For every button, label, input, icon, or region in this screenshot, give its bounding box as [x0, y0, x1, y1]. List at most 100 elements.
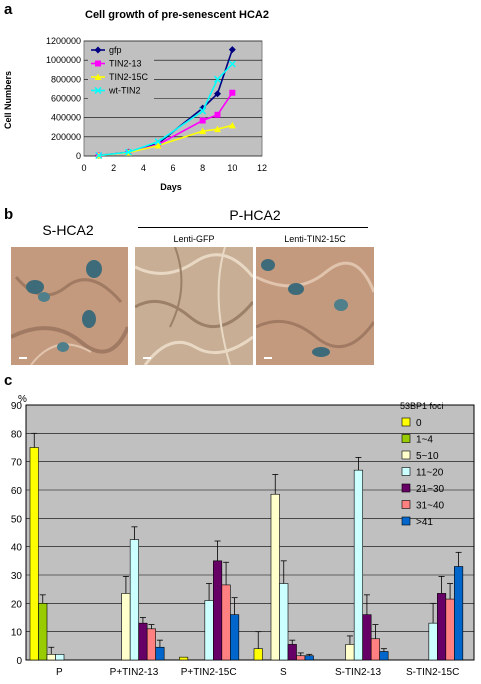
legend-label: gfp [109, 45, 122, 55]
y-tick-label: 20 [11, 599, 23, 610]
label-lenti-tin2-15c: Lenti-TIN2-15C [284, 234, 346, 244]
data-point [95, 60, 101, 67]
legend-label: TIN2-15C [109, 72, 149, 82]
panel-c-letter: c [4, 372, 13, 389]
y-tick-label: 80 [11, 429, 23, 440]
y-tick-label: 0 [76, 151, 81, 161]
y-axis-label: Cell Numbers [3, 71, 13, 129]
y-tick-label: 400000 [51, 113, 81, 123]
y-tick-label: 70 [11, 458, 23, 469]
bar [287, 644, 297, 661]
x-tick-label: 4 [141, 163, 146, 173]
category-label: S [280, 667, 287, 678]
bar [362, 614, 372, 661]
x-tick-label: 6 [170, 163, 175, 173]
y-tick-label: 0 [16, 656, 22, 667]
y-axis-label: % [18, 394, 27, 405]
legend-swatch [401, 483, 411, 493]
bar [204, 600, 214, 661]
x-tick-label: 10 [227, 163, 237, 173]
bar [454, 566, 464, 661]
x-axis-label: Days [160, 182, 182, 192]
y-tick-label: 30 [11, 571, 23, 582]
panel-b-letter: b [4, 206, 14, 223]
bar [155, 646, 165, 661]
bar [213, 560, 223, 661]
y-tick-label: 600000 [51, 94, 81, 104]
bar [179, 656, 189, 661]
bar [146, 628, 156, 661]
data-point [94, 73, 102, 80]
bar [304, 655, 314, 661]
y-tick-label: 1200000 [46, 36, 81, 46]
legend-label: 5~10 [416, 451, 439, 462]
foci-bar-chart: % 0 10 20 30 40 50 60 70 80 90 P P+TIN2-13 P+TIN2-15C… [11, 394, 475, 678]
data-point [95, 151, 103, 160]
bar [29, 447, 39, 661]
bar [445, 598, 455, 661]
x-tick-label: 8 [200, 163, 205, 173]
legend-label: 1~4 [416, 435, 433, 446]
bar [230, 614, 240, 661]
legend-swatch [401, 516, 411, 526]
bar [221, 584, 231, 661]
category-label: P+TIN2-15C [181, 667, 237, 678]
legend-label: wt-TIN2 [108, 86, 141, 96]
bar [437, 593, 447, 661]
bar [428, 622, 438, 661]
bar [279, 583, 289, 661]
x-tick-label: 2 [111, 163, 116, 173]
data-point [214, 125, 221, 133]
category-label: P [56, 667, 63, 678]
bar [353, 469, 363, 661]
x-tick-label: 12 [257, 163, 267, 173]
micrograph-lenti-gfp [135, 247, 253, 365]
data-point [213, 75, 222, 83]
legend-label: 31~40 [416, 501, 445, 512]
data-point [228, 46, 236, 54]
bar [345, 644, 355, 661]
category-label: S-TIN2-13 [335, 667, 382, 678]
micrograph-lenti-tin2-15c [256, 247, 374, 365]
y-tick-label: 1000000 [46, 55, 81, 65]
y-tick-label: 60 [11, 486, 23, 497]
legend-swatch [401, 500, 411, 509]
legend-swatch [401, 467, 411, 476]
legend-swatch [401, 450, 411, 460]
legend-label: 11~20 [416, 468, 444, 479]
legend-swatch [401, 417, 411, 427]
category-label: S-TIN2-15C [406, 667, 459, 678]
category-label: P+TIN2-13 [110, 667, 159, 678]
legend-label: TIN2-13 [109, 59, 142, 69]
y-tick-label: 90 [11, 401, 23, 412]
bar [55, 654, 65, 661]
data-point [94, 86, 102, 95]
data-point [228, 60, 236, 68]
label-s-hca2: S-HCA2 [42, 222, 94, 238]
data-point [199, 107, 207, 115]
bar [370, 638, 380, 661]
data-point [199, 117, 206, 124]
growth-line-chart: Cell growth of pre-senescent HCA2 0 200000… [3, 9, 269, 192]
chart-title: Cell growth of pre-senescent HCA2 [85, 9, 269, 21]
label-p-hca2: P-HCA2 [229, 207, 281, 223]
data-point [124, 148, 133, 156]
bar [253, 648, 263, 661]
y-tick-label: 200000 [51, 132, 81, 142]
p-hca2-bracket [138, 227, 368, 228]
legend-label: >41 [416, 517, 433, 528]
bar [138, 622, 148, 661]
bar [296, 655, 306, 661]
y-tick-label: 10 [11, 628, 23, 639]
legend-label: 21~30 [416, 484, 445, 495]
panel-a-letter: a [4, 1, 13, 18]
bar [46, 654, 56, 661]
y-tick-label: 800000 [51, 74, 81, 84]
legend-label: 0 [416, 418, 422, 429]
y-tick-label: 50 [11, 514, 23, 525]
label-lenti-gfp: Lenti-GFP [173, 234, 215, 244]
x-tick-label: 0 [81, 163, 86, 173]
data-point [228, 121, 236, 129]
bar [270, 493, 280, 661]
y-tick-label: 40 [11, 543, 23, 554]
